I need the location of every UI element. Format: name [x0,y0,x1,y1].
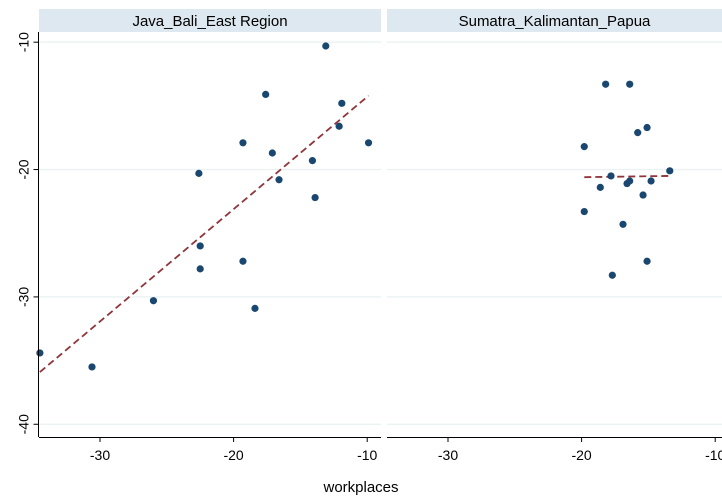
data-point-sumatra-kalimantan-papua [607,172,615,180]
x-tick-label-java-bali-east: -10 [357,447,377,463]
panel-header-sumatra-kalimantan-papua [387,9,722,32]
data-point-java-bali-east [239,139,247,147]
data-point-java-bali-east [88,363,96,371]
data-point-sumatra-kalimantan-papua [626,177,634,185]
data-point-java-bali-east [195,169,203,177]
data-point-java-bali-east [196,242,204,250]
panel-title-sumatra-kalimantan-papua: Sumatra_Kalimantan_Papua [459,13,651,30]
y-tick-label: -30 [16,287,32,307]
y-tick-label: -40 [16,414,32,434]
data-point-java-bali-east [239,257,247,265]
fit-line-sumatra-kalimantan-papua [584,175,670,179]
data-point-java-bali-east [268,149,276,157]
data-point-java-bali-east [251,304,259,312]
data-point-sumatra-kalimantan-papua [643,257,651,265]
x-tick-label-sumatra-kalimantan-papua: -20 [571,447,591,463]
data-point-java-bali-east [275,176,283,184]
x-tick-label-sumatra-kalimantan-papua: -30 [438,447,458,463]
data-point-java-bali-east [196,265,204,273]
data-point-sumatra-kalimantan-papua [580,143,588,151]
data-point-sumatra-kalimantan-papua [666,167,674,175]
data-point-java-bali-east [311,193,319,202]
data-point-java-bali-east [36,349,44,357]
panel-header-java-bali-east [39,9,381,32]
x-tick-label-java-bali-east: -30 [90,447,110,463]
data-point-java-bali-east [322,42,330,50]
panel-title-java-bali-east: Java_Bali_East Region [132,13,287,30]
data-point-sumatra-kalimantan-papua [626,80,634,88]
data-point-sumatra-kalimantan-papua [608,271,616,279]
data-point-sumatra-kalimantan-papua [647,177,655,185]
x-tick-label-java-bali-east: -20 [223,447,243,463]
x-axis-title: workplaces [322,479,398,496]
data-point-sumatra-kalimantan-papua [639,191,647,199]
data-point-java-bali-east [338,99,346,107]
data-point-sumatra-kalimantan-papua [634,129,642,137]
data-point-java-bali-east [308,157,317,165]
data-point-sumatra-kalimantan-papua [596,183,604,191]
data-point-sumatra-kalimantan-papua [619,220,627,228]
y-tick-label: -20 [16,159,32,179]
y-tick-label: -10 [16,32,32,52]
fit-line-java-bali-east [39,94,370,373]
data-point-java-bali-east [262,90,270,99]
x-tick-label-sumatra-kalimantan-papua: -10 [705,447,722,463]
data-point-sumatra-kalimantan-papua [602,80,610,88]
data-point-java-bali-east [335,122,343,130]
data-point-sumatra-kalimantan-papua [580,207,588,216]
data-point-sumatra-kalimantan-papua [643,123,651,132]
data-point-java-bali-east [364,139,373,147]
data-point-java-bali-east [149,297,158,305]
